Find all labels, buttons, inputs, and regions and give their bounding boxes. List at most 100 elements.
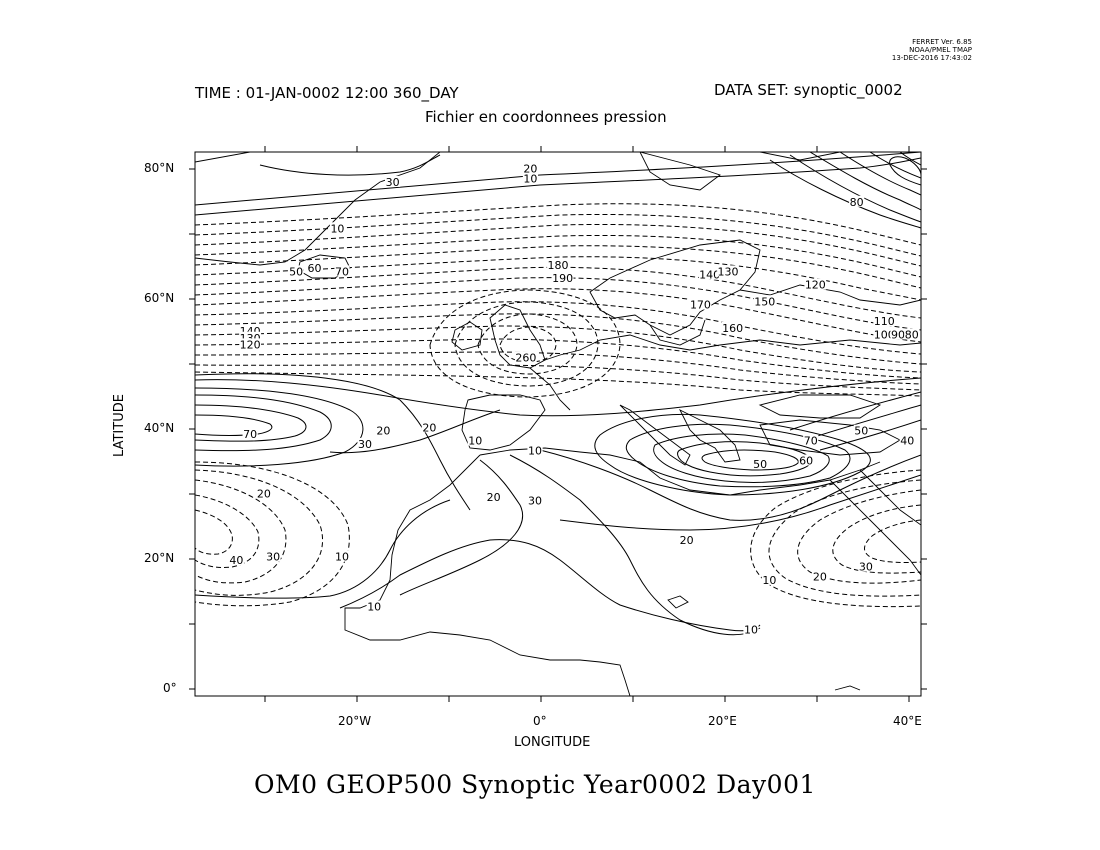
contour-label: 120 <box>240 338 261 351</box>
ytick-20n: 20°N <box>144 551 175 565</box>
contour-label: 30 <box>386 176 400 189</box>
contour-label: 150 <box>754 295 775 308</box>
contour-label-bg <box>256 487 272 499</box>
contour-label-bg <box>357 437 373 449</box>
contour-label: 70 <box>335 265 349 278</box>
contour-label: 30 <box>528 494 542 507</box>
contour-label: 120 <box>805 279 826 292</box>
contour-label: 90 <box>891 328 905 341</box>
xtick-40e: 40°E <box>893 714 922 728</box>
contour-label-bg <box>239 325 262 337</box>
contour-label: 10 <box>762 574 776 587</box>
contour-label: 260 <box>515 352 536 365</box>
contour-label: 50 <box>289 265 303 278</box>
contour-label: 20 <box>257 488 271 501</box>
contour-label: 20 <box>487 491 501 504</box>
contour-label-bg <box>804 278 827 290</box>
contour-label: 20 <box>680 534 694 547</box>
contour-label-bg <box>334 550 350 562</box>
contour-label-bg <box>721 321 744 333</box>
contour-label: 20 <box>813 571 827 584</box>
solid-contours <box>195 152 921 636</box>
contour-label: 80 <box>905 328 919 341</box>
contour-label-bg <box>334 265 350 277</box>
contour-label-bg <box>522 172 539 184</box>
contour-label-bg <box>743 623 759 635</box>
contour-label: 50 <box>753 458 767 471</box>
contour-label-bg <box>717 265 739 277</box>
contour-label-bg <box>812 570 828 582</box>
contour-label: 40 <box>229 554 243 567</box>
contour-label-bg <box>527 494 543 506</box>
xtick-20e: 20°E <box>708 714 737 728</box>
contour-label: 10 <box>523 173 537 186</box>
contour-label-bg <box>890 328 906 340</box>
contour-label: 20 <box>376 425 390 438</box>
contour-label: 190 <box>552 272 573 285</box>
contour-label-bg <box>698 268 721 280</box>
contour-label: 30 <box>266 551 280 564</box>
contour-label-bg <box>904 328 920 340</box>
xtick-0: 0° <box>533 714 547 728</box>
contour-label: 40 <box>900 435 914 448</box>
contour-label-bg <box>265 550 281 562</box>
contour-label-bg <box>239 331 262 343</box>
contour-label: 20 <box>422 421 436 434</box>
contour-label-bg <box>803 434 819 446</box>
ytick-80n: 80°N <box>144 161 175 175</box>
contour-label-bg <box>288 265 304 277</box>
contour-label: 70 <box>243 428 257 441</box>
contour-label-bg <box>366 600 382 612</box>
coastlines <box>195 152 921 696</box>
contour-label-bg <box>375 424 391 436</box>
contour-label: 160 <box>722 322 743 335</box>
contour-label-bg <box>849 195 865 207</box>
contour-label-bg <box>798 454 814 466</box>
contour-label-bg <box>421 421 437 433</box>
contour-label: 20 <box>523 163 537 176</box>
contour-label-bg <box>752 457 768 469</box>
plot-frame <box>194 151 922 697</box>
contour-label-bg <box>853 424 869 436</box>
contour-label-bg <box>486 490 502 502</box>
axis-ticks <box>189 146 927 702</box>
contour-label: 10 <box>330 222 344 235</box>
contour-label-bg <box>306 262 323 274</box>
stamp-org: NOAA/PMEL TMAP <box>909 46 972 54</box>
contour-label-bg <box>858 560 874 572</box>
contour-label: 140 <box>699 269 720 282</box>
contour-label-bg <box>527 444 543 456</box>
contour-label-bg <box>239 338 262 350</box>
contour-label-bg <box>242 427 258 439</box>
contour-label-bg <box>761 573 777 585</box>
contour-label: 100 <box>874 328 895 341</box>
contour-label-bg <box>689 298 712 310</box>
contour-label: 170 <box>690 299 711 312</box>
contour-label: 10 <box>367 600 381 613</box>
contour-label-bg <box>514 351 537 363</box>
contour-label-bg <box>753 295 776 307</box>
contour-label-bg <box>873 328 896 340</box>
contour-label-bg <box>384 175 401 187</box>
contour-label-bg <box>228 554 244 565</box>
contour-label-bg <box>551 272 574 284</box>
stamp-date: 13-DEC-2016 17:43:02 <box>891 54 972 62</box>
contour-label: 60 <box>799 454 813 467</box>
ytick-60n: 60°N <box>144 291 175 305</box>
contour-label: 10 <box>744 624 758 637</box>
ytick-40n: 40°N <box>144 421 175 435</box>
contour-label: 10 <box>468 435 482 448</box>
contour-label: 180 <box>548 259 569 272</box>
dataset-label: DATA SET: synoptic_0002 <box>714 81 903 99</box>
contour-label: 110 <box>874 315 895 328</box>
ferret-stamp: FERRET Ver. 6.85 NOAA/PMEL TMAP 13-DEC-2… <box>860 38 972 62</box>
contour-label-bg <box>873 315 896 327</box>
time-label: TIME : 01-JAN-0002 12:00 360_DAY <box>195 84 459 102</box>
contour-label: 130 <box>718 265 739 278</box>
contour-label: 60 <box>307 262 321 275</box>
contour-label: 70 <box>804 435 818 448</box>
contour-label-bg <box>522 162 539 174</box>
plot-subtitle: Fichier en coordonnees pression <box>425 108 667 126</box>
